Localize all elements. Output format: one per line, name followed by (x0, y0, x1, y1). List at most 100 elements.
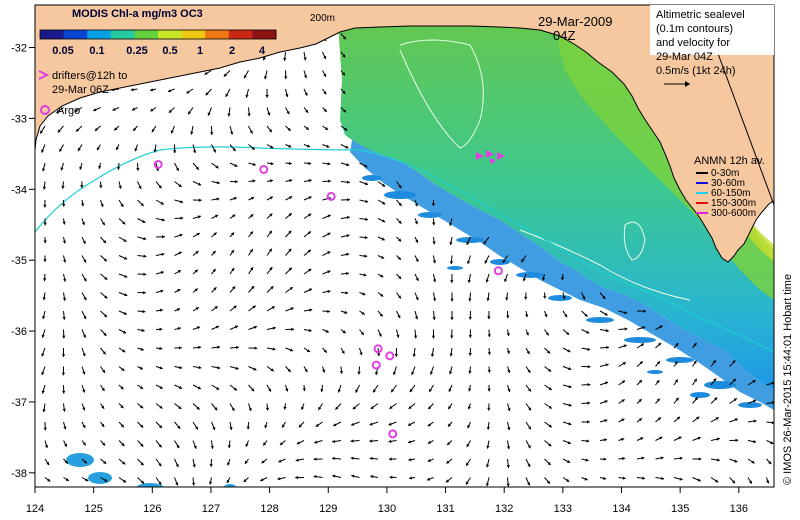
velocity-arrow-head (131, 107, 136, 111)
x-tick-label: 131 (436, 503, 454, 515)
velocity-arrow-head (94, 127, 99, 131)
velocity-arrow-head (389, 475, 393, 479)
velocity-arrow-head (567, 349, 571, 353)
velocity-arrow-head (638, 399, 642, 403)
colorbar-swatch (63, 30, 88, 39)
altimetry-legend-box (650, 5, 774, 55)
velocity-arrow-head (43, 259, 47, 262)
velocity-arrow-head (467, 260, 471, 265)
velocity-arrow-head (269, 196, 273, 200)
velocity-arrow-head (192, 150, 197, 154)
velocity-arrow-head (449, 242, 453, 246)
velocity-arrow-head (143, 291, 146, 295)
altimetry-legend: Altimetric sealevel (0.1m contours) and … (650, 5, 774, 87)
velocity-arrow-head (158, 425, 163, 429)
velocity-arrow-head (176, 444, 180, 449)
velocity-arrow-head (288, 248, 292, 252)
velocity-arrow-head (216, 386, 220, 390)
velocity-arrow-head (42, 186, 47, 190)
velocity-arrow-head (141, 328, 145, 333)
velocity-arrow-head (378, 333, 382, 337)
velocity-arrow-head (450, 317, 454, 320)
velocity-arrow-head (139, 405, 144, 409)
velocity-arrow-head (159, 366, 163, 370)
velocity-arrow-head (283, 406, 287, 410)
velocity-arrow-head (388, 422, 392, 426)
velocity-arrow-head (622, 476, 626, 480)
velocity-arrow-head (194, 288, 198, 292)
velocity-arrow-head (315, 423, 319, 427)
velocity-arrow-head (427, 477, 431, 481)
altimetry-legend-line-4: 29-Mar 04Z (656, 51, 713, 63)
velocity-arrow-head (415, 296, 419, 301)
velocity-arrow-head (118, 185, 122, 189)
velocity-arrow-head (525, 332, 529, 336)
velocity-arrow-head (213, 232, 217, 236)
velocity-arrow-head (335, 406, 339, 410)
velocity-arrow-head (448, 423, 452, 427)
velocity-arrow-head (733, 398, 737, 402)
velocity-arrow-head (325, 329, 329, 333)
y-tick-label: -38 (11, 468, 27, 480)
anmn-legend-label: 300-600m (711, 208, 756, 219)
velocity-arrow-head (568, 366, 572, 371)
velocity-arrow-head (566, 478, 570, 482)
velocity-arrow-head (450, 298, 454, 302)
velocity-arrow-head (160, 271, 164, 275)
velocity-arrow-head (370, 475, 374, 479)
x-tick-label: 126 (143, 503, 161, 515)
velocity-arrow-head (268, 129, 272, 133)
velocity-arrow-head (264, 425, 268, 429)
drifters-legend: drifters@12h to 29-Mar 06Z (38, 70, 127, 96)
velocity-arrow-head (122, 221, 126, 225)
velocity-arrow-head (62, 240, 66, 244)
velocity-arrow-head (159, 385, 163, 389)
velocity-arrow-head (408, 458, 412, 462)
y-tick-label: -33 (11, 113, 27, 125)
velocity-arrow-head (676, 416, 681, 420)
velocity-arrow-head (547, 461, 551, 466)
velocity-arrow-head (466, 443, 470, 447)
velocity-arrow-head (487, 388, 491, 392)
chl-patches (362, 175, 762, 408)
velocity-arrow-head (388, 457, 392, 461)
velocity-arrow-head (327, 251, 331, 255)
velocity-arrow-head (243, 75, 247, 79)
argo-float-marker (326, 191, 336, 201)
velocity-arrow-head (230, 131, 234, 135)
colorbar-swatch (134, 30, 159, 39)
velocity-arrow-head (62, 316, 66, 320)
velocity-arrow-head (121, 442, 125, 447)
velocity-arrow-head (160, 289, 164, 293)
velocity-arrow-head (621, 437, 625, 442)
velocity-arrow-head (732, 378, 736, 382)
velocity-arrow-head (326, 144, 330, 148)
velocity-arrow-head (61, 185, 65, 189)
velocity-arrow-head (308, 178, 312, 183)
drifter-tracks (476, 150, 505, 164)
argo-float-marker (371, 360, 381, 370)
velocity-arrow-head (343, 109, 347, 113)
velocity-arrow-head (289, 348, 294, 352)
velocity-arrow-head (388, 439, 392, 443)
velocity-arrow-head (79, 166, 83, 170)
velocity-arrow-head (43, 222, 47, 226)
velocity-arrow-head (448, 388, 452, 392)
velocity-arrow-head (502, 259, 506, 263)
velocity-arrow-head (674, 361, 678, 365)
velocity-arrow-head (180, 200, 184, 204)
velocity-arrow-head (527, 445, 531, 449)
velocity-arrow-head (139, 385, 144, 389)
velocity-arrow-head (101, 221, 105, 226)
velocity-arrow-head (603, 457, 607, 461)
velocity-arrow-head (771, 381, 774, 385)
velocity-arrow-head (486, 426, 491, 430)
velocity-arrow-head (167, 89, 172, 93)
velocity-arrow-head (587, 383, 591, 387)
x-tick-label: 130 (378, 503, 396, 515)
velocity-arrow-head (235, 366, 239, 370)
velocity-arrow-head (679, 456, 683, 460)
velocity-arrow-head (548, 405, 552, 409)
velocity-arrow-head (370, 405, 374, 409)
velocity-arrow-head (140, 443, 144, 447)
